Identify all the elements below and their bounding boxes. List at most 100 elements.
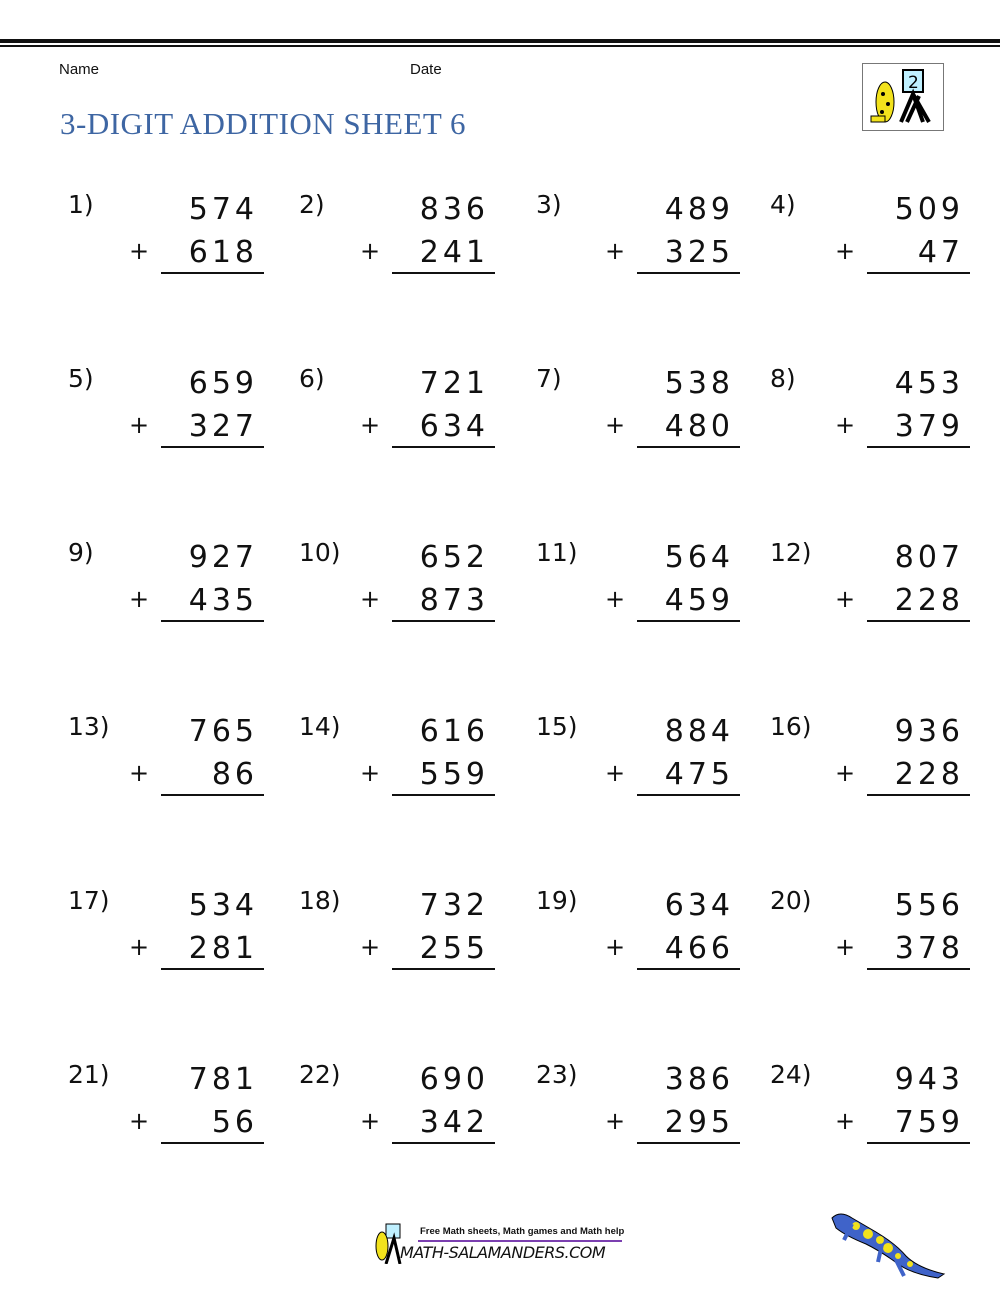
plus-sign: + — [360, 585, 381, 613]
answer-line — [867, 968, 970, 970]
plus-sign: + — [129, 1107, 150, 1135]
plus-sign: + — [605, 237, 626, 265]
answer-line — [392, 968, 495, 970]
answer-line — [161, 794, 264, 796]
addend-bottom: 325 — [664, 235, 734, 270]
problem-2: 2) 836 + 241 — [299, 190, 539, 310]
problem-number: 16) — [770, 712, 812, 741]
plus-sign: + — [605, 759, 626, 787]
salamander-logo: 2 — [862, 63, 944, 131]
addend-bottom: 342 — [419, 1105, 489, 1140]
addend-top: 386 — [664, 1062, 734, 1097]
problem-number: 11) — [536, 538, 578, 567]
addend-bottom: 241 — [419, 235, 489, 270]
problem-19: 19) 634 + 466 — [536, 886, 776, 1006]
answer-line — [161, 1142, 264, 1144]
answer-line — [637, 272, 740, 274]
problem-13: 13) 765 + 86 — [68, 712, 308, 832]
problem-15: 15) 884 + 475 — [536, 712, 776, 832]
addend-bottom: 435 — [188, 583, 258, 618]
addend-top: 836 — [419, 192, 489, 227]
addend-bottom: 466 — [664, 931, 734, 966]
plus-sign: + — [835, 933, 856, 961]
addend-top: 943 — [894, 1062, 964, 1097]
problem-number: 22) — [299, 1060, 341, 1089]
footer-tagline: Free Math sheets, Math games and Math he… — [420, 1226, 625, 1237]
footer-logo[interactable]: Free Math sheets, Math games and Math he… — [372, 1222, 627, 1266]
addend-bottom: 86 — [211, 757, 258, 792]
problem-number: 18) — [299, 886, 341, 915]
footer-site-name: MATH-SALAMANDERS.COM — [400, 1243, 606, 1262]
addend-top: 556 — [894, 888, 964, 923]
addend-top: 489 — [664, 192, 734, 227]
answer-line — [867, 620, 970, 622]
plus-sign: + — [129, 585, 150, 613]
plus-sign: + — [835, 411, 856, 439]
problem-number: 1) — [68, 190, 94, 219]
addend-top: 659 — [188, 366, 258, 401]
problem-number: 15) — [536, 712, 578, 741]
problem-number: 14) — [299, 712, 341, 741]
plus-sign: + — [835, 1107, 856, 1135]
answer-line — [161, 620, 264, 622]
answer-line — [392, 446, 495, 448]
answer-line — [161, 446, 264, 448]
addend-top: 538 — [664, 366, 734, 401]
problem-5: 5) 659 + 327 — [68, 364, 308, 484]
plus-sign: + — [129, 933, 150, 961]
addend-top: 807 — [894, 540, 964, 575]
answer-line — [637, 968, 740, 970]
problem-11: 11) 564 + 459 — [536, 538, 776, 658]
addend-bottom: 47 — [917, 235, 964, 270]
problem-number: 13) — [68, 712, 110, 741]
problem-14: 14) 616 + 559 — [299, 712, 539, 832]
addend-top: 936 — [894, 714, 964, 749]
problem-number: 19) — [536, 886, 578, 915]
plus-sign: + — [360, 759, 381, 787]
plus-sign: + — [605, 933, 626, 961]
plus-sign: + — [360, 1107, 381, 1135]
footer-divider — [418, 1240, 622, 1242]
addend-bottom: 228 — [894, 757, 964, 792]
plus-sign: + — [605, 585, 626, 613]
addend-bottom: 327 — [188, 409, 258, 444]
addend-top: 652 — [419, 540, 489, 575]
answer-line — [392, 1142, 495, 1144]
addend-top: 732 — [419, 888, 489, 923]
problem-number: 12) — [770, 538, 812, 567]
problem-16: 16) 936 + 228 — [770, 712, 1000, 832]
answer-line — [392, 272, 495, 274]
problem-number: 9) — [68, 538, 94, 567]
problem-number: 3) — [536, 190, 562, 219]
addend-bottom: 379 — [894, 409, 964, 444]
problem-8: 8) 453 + 379 — [770, 364, 1000, 484]
addend-top: 534 — [188, 888, 258, 923]
addend-bottom: 634 — [419, 409, 489, 444]
answer-line — [161, 968, 264, 970]
addend-top: 927 — [188, 540, 258, 575]
addend-top: 765 — [188, 714, 258, 749]
answer-line — [867, 1142, 970, 1144]
addend-top: 564 — [664, 540, 734, 575]
addend-bottom: 255 — [419, 931, 489, 966]
problem-21: 21) 781 + 56 — [68, 1060, 308, 1180]
problem-10: 10) 652 + 873 — [299, 538, 539, 658]
addend-top: 884 — [664, 714, 734, 749]
addend-bottom: 759 — [894, 1105, 964, 1140]
addend-bottom: 480 — [664, 409, 734, 444]
top-rule — [0, 39, 1000, 43]
answer-line — [392, 794, 495, 796]
problem-17: 17) 534 + 281 — [68, 886, 308, 1006]
problem-6: 6) 721 + 634 — [299, 364, 539, 484]
answer-line — [867, 446, 970, 448]
problem-number: 5) — [68, 364, 94, 393]
problem-number: 8) — [770, 364, 796, 393]
problem-9: 9) 927 + 435 — [68, 538, 308, 658]
problem-3: 3) 489 + 325 — [536, 190, 776, 310]
addend-top: 616 — [419, 714, 489, 749]
page-title: 3-DIGIT ADDITION SHEET 6 — [60, 106, 467, 141]
problem-number: 20) — [770, 886, 812, 915]
salamander-illustration — [831, 1213, 946, 1279]
addend-bottom: 295 — [664, 1105, 734, 1140]
problem-number: 10) — [299, 538, 341, 567]
